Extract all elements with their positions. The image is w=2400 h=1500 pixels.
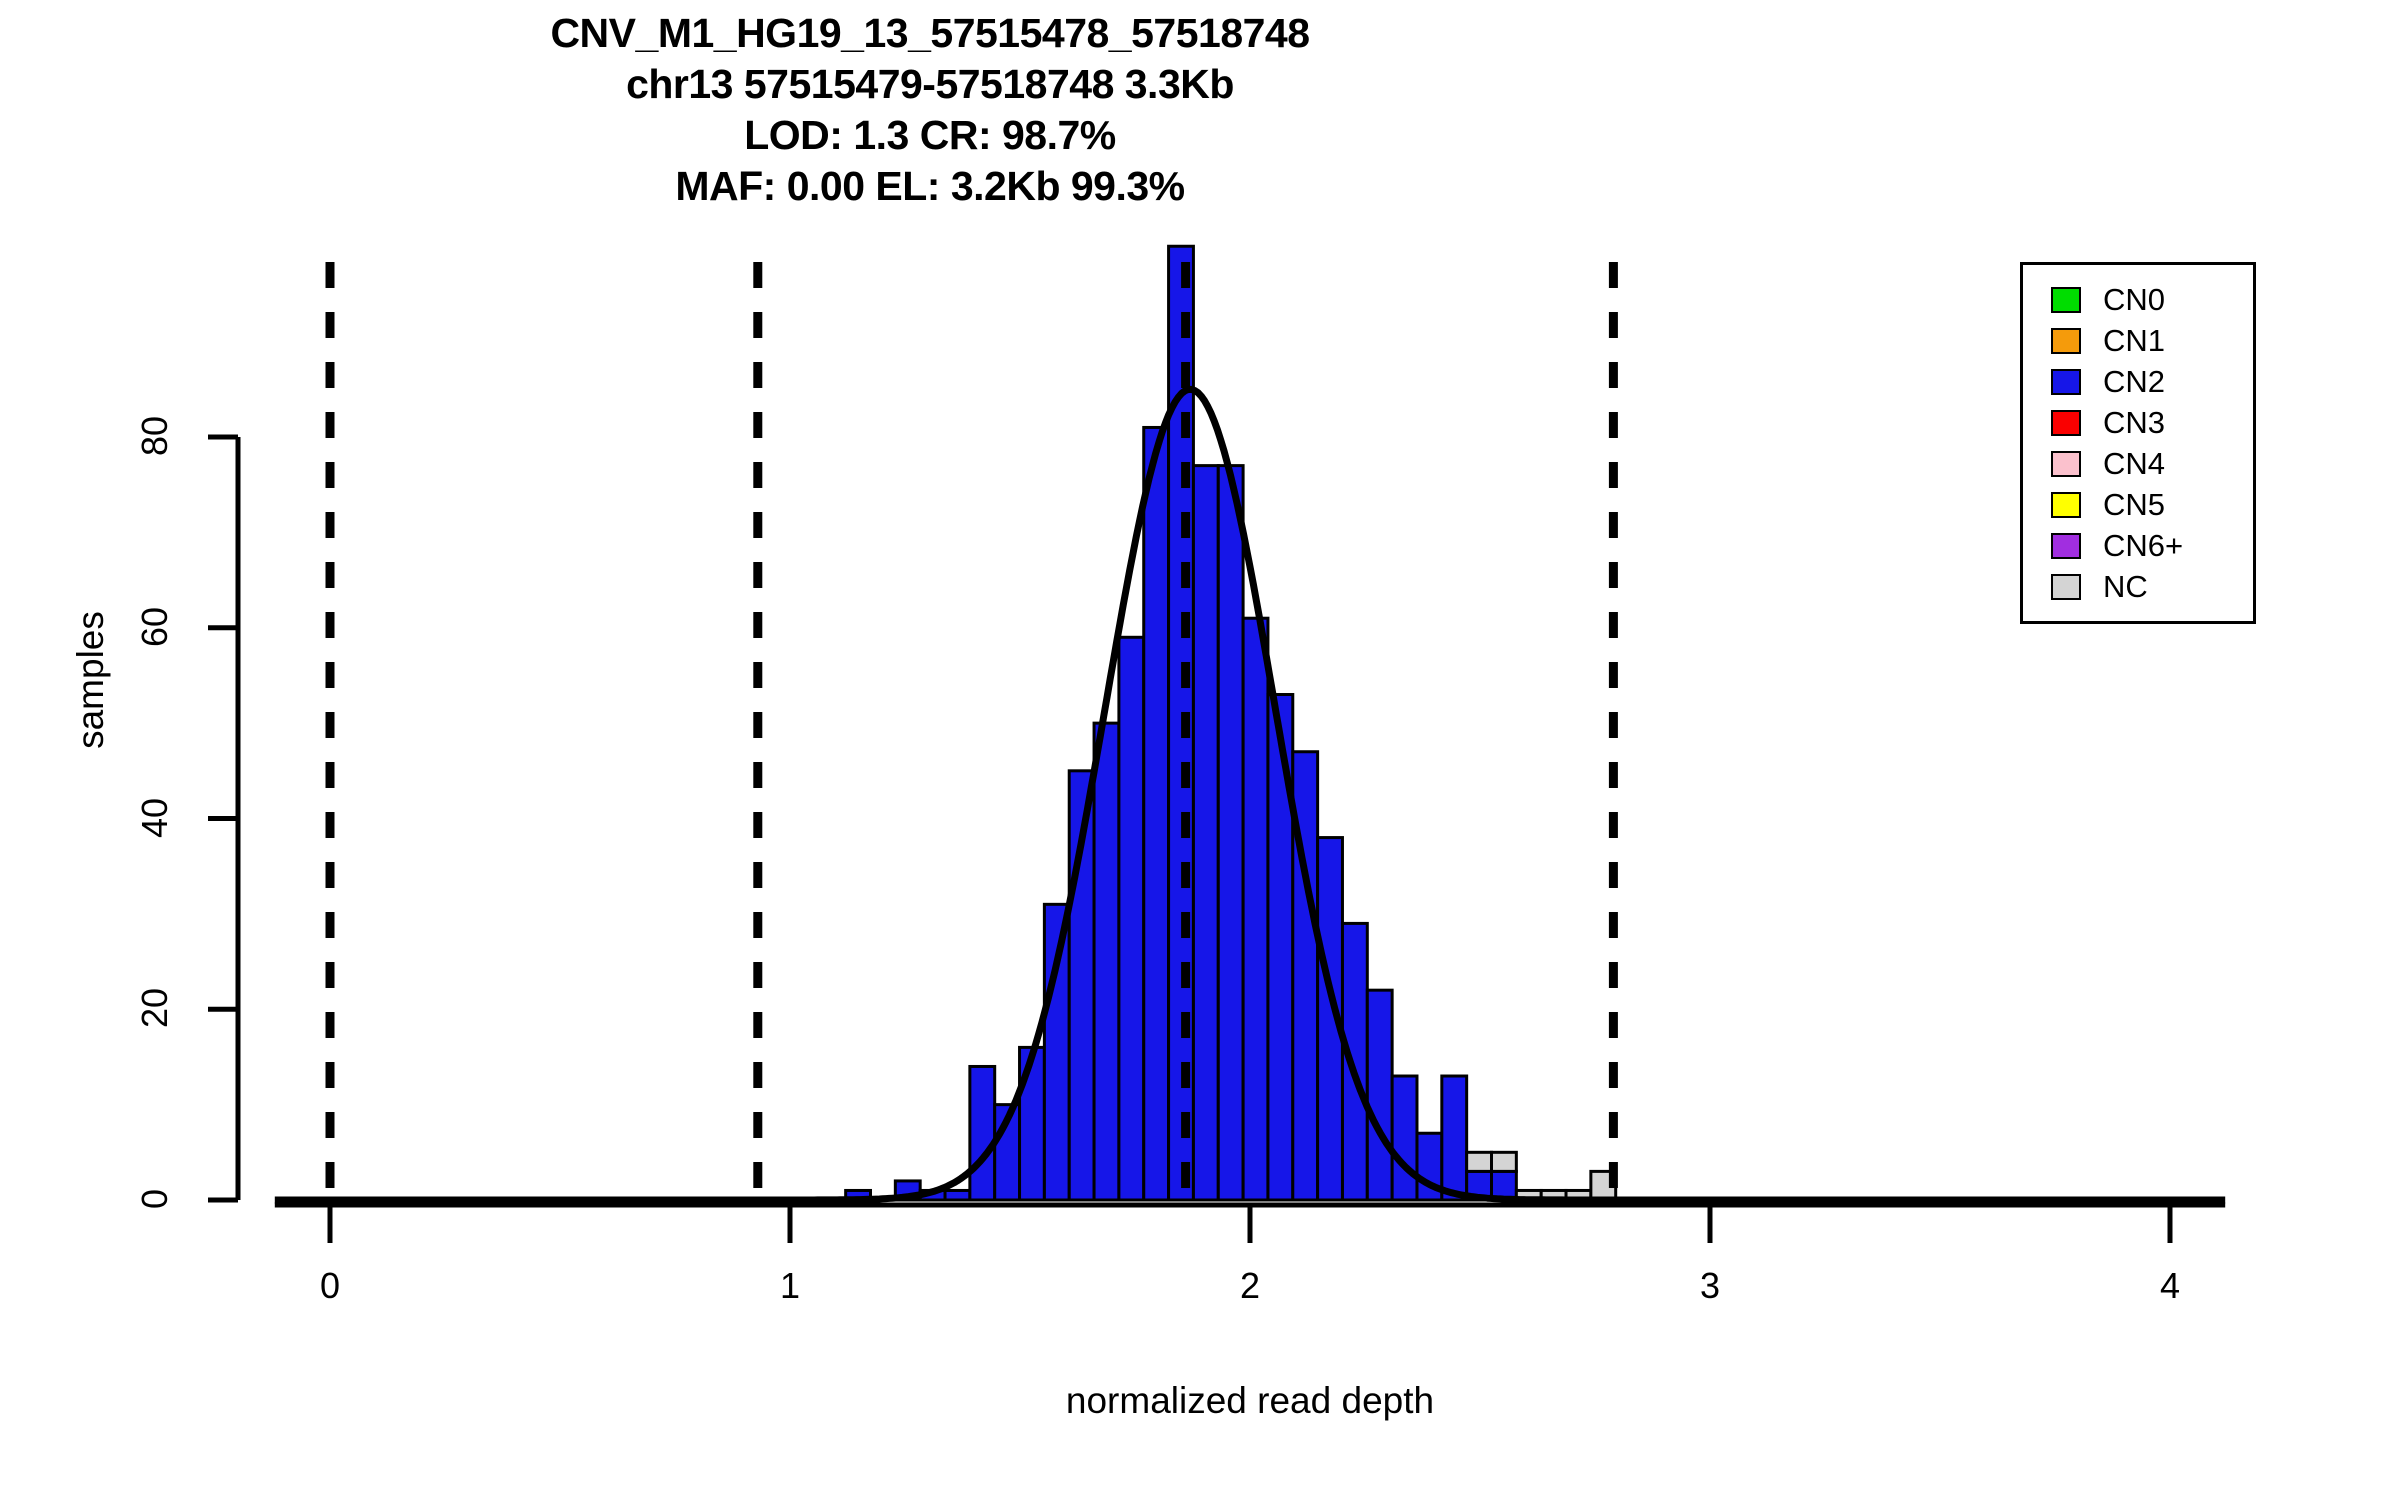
title-line-1: CNV_M1_HG19_13_57515478_57518748 xyxy=(550,10,1310,56)
legend-item-label: CN5 xyxy=(2103,487,2166,522)
x-tick-label: 0 xyxy=(319,1265,341,1306)
legend-item-cn1[interactable]: CN1 xyxy=(2023,320,2253,361)
legend-swatch-icon xyxy=(2051,532,2081,559)
histogram-bar-nc xyxy=(1490,1150,1518,1173)
legend-item-label: CN1 xyxy=(2103,323,2166,358)
legend-item-label: CN0 xyxy=(2103,282,2166,317)
histogram-bar xyxy=(1365,988,1394,1202)
threshold-lines xyxy=(325,262,1618,1200)
legend-swatch-icon xyxy=(2051,368,2081,395)
histogram-bar xyxy=(1092,721,1121,1202)
legend-item-cn6plus[interactable]: CN6+ xyxy=(2023,525,2253,566)
legend-swatch-icon xyxy=(2051,491,2081,518)
histogram-bar xyxy=(1191,464,1220,1202)
histogram-bar xyxy=(1340,921,1369,1202)
x-tick-label: 1 xyxy=(779,1265,801,1306)
histogram-bars xyxy=(844,244,1618,1202)
histogram-bar xyxy=(1241,616,1270,1202)
x-axis-label: normalized read depth xyxy=(1065,1380,1435,1421)
y-tick-label: 60 xyxy=(134,606,175,647)
legend-item-label: NC xyxy=(2103,569,2148,604)
legend-item-cn4[interactable]: CN4 xyxy=(2023,443,2253,484)
legend-item-label: CN3 xyxy=(2103,405,2166,440)
legend: CN0 CN1 CN2 CN3 CN4 CN5 CN6+ NC xyxy=(2020,262,2256,624)
x-tick-label: 2 xyxy=(1239,1265,1261,1306)
title-line-3: LOD: 1.3 CR: 98.7% xyxy=(744,112,1116,158)
y-tick-label: 40 xyxy=(134,797,175,838)
y-tick-label: 20 xyxy=(134,988,175,1029)
histogram-bar xyxy=(1390,1074,1419,1202)
title-line-4: MAF: 0.00 EL: 3.2Kb 99.3% xyxy=(675,163,1185,209)
legend-item-cn5[interactable]: CN5 xyxy=(2023,484,2253,525)
axes xyxy=(208,434,2226,1243)
histogram-bar xyxy=(943,1188,972,1202)
histogram-bar xyxy=(1142,425,1171,1202)
histogram-bar xyxy=(1440,1074,1469,1202)
x-tick-label: 4 xyxy=(2159,1265,2181,1306)
y-axis-label: samples xyxy=(70,611,111,749)
legend-item-cn2[interactable]: CN2 xyxy=(2023,361,2253,402)
x-tick-label: 3 xyxy=(1699,1265,1721,1306)
chart-title: CNV_M1_HG19_13_57515478_57518748 chr13 5… xyxy=(0,8,1860,212)
legend-item-label: CN2 xyxy=(2103,364,2166,399)
y-tick-label: 80 xyxy=(134,415,175,457)
legend-item-cn0[interactable]: CN0 xyxy=(2023,279,2253,320)
legend-swatch-icon xyxy=(2051,450,2081,477)
legend-swatch-icon xyxy=(2051,573,2081,600)
title-line-2: chr13 57515479-57518748 3.3Kb xyxy=(626,61,1234,107)
legend-swatch-icon xyxy=(2051,286,2081,313)
histogram-bar xyxy=(1018,1045,1046,1202)
legend-item-label: CN4 xyxy=(2103,446,2166,481)
histogram-bar xyxy=(1216,464,1245,1202)
legend-item-nc[interactable]: NC xyxy=(2023,566,2253,607)
legend-item-cn3[interactable]: CN3 xyxy=(2023,402,2253,443)
legend-swatch-icon xyxy=(2051,327,2081,354)
y-tick-label: 0 xyxy=(134,1188,175,1210)
density-curve xyxy=(274,385,2226,1204)
histogram-bar xyxy=(968,1064,997,1202)
histogram-bar xyxy=(1117,635,1146,1202)
legend-item-label: CN6+ xyxy=(2103,528,2184,563)
legend-swatch-icon xyxy=(2051,409,2081,436)
histogram-bar-nc xyxy=(1465,1150,1494,1173)
